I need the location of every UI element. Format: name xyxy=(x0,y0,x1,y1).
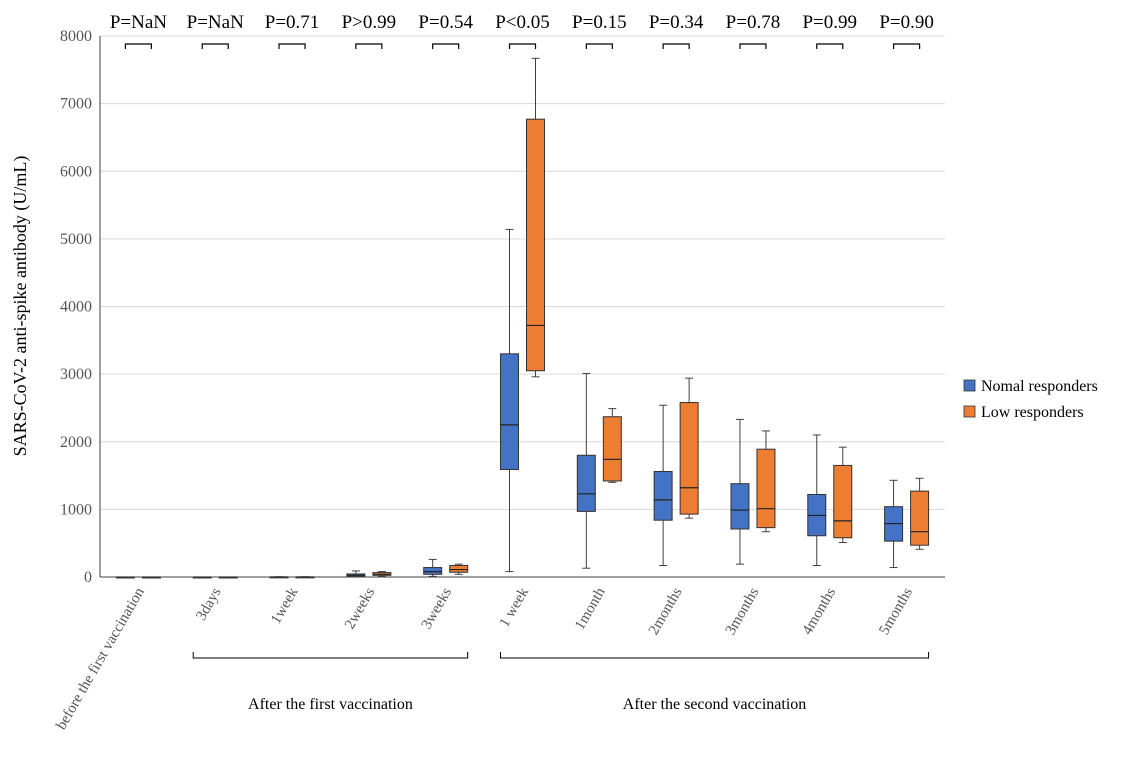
box-6 xyxy=(576,372,596,569)
p-value-label: P=0.99 xyxy=(802,12,857,33)
legend-swatch xyxy=(963,405,976,418)
series-normal-responders xyxy=(115,228,904,579)
legend-swatch xyxy=(963,379,976,392)
box-9 xyxy=(807,434,827,567)
p-value-label: P=0.71 xyxy=(265,12,320,33)
box-8 xyxy=(756,430,776,533)
p-value-label: P<0.05 xyxy=(495,12,550,33)
box-4 xyxy=(423,558,443,577)
group-label: After the second vaccination xyxy=(623,696,806,713)
x-axis: before the first vaccination 3days 1week 2w… xyxy=(53,576,945,733)
box-10 xyxy=(884,479,904,569)
box-5 xyxy=(526,57,545,378)
x-tick-label: 3weeks xyxy=(419,585,455,632)
x-tick-label: 4months xyxy=(800,585,840,638)
box-7 xyxy=(653,404,673,567)
box-iqr xyxy=(730,483,750,530)
box-iqr xyxy=(449,565,469,573)
p-value-brackets: P=NaN P=NaN P=0.71 P>0.99 P=0.54 P<0.05 P=0.15… xyxy=(110,12,934,49)
x-tick-label: 2months xyxy=(646,585,686,638)
box-iqr xyxy=(653,471,673,521)
x-tick-label: 1month xyxy=(572,585,609,633)
group-brackets: After the first vaccination After the sec… xyxy=(192,652,930,713)
p-value-bracket xyxy=(739,43,767,49)
x-tick-label: 5months xyxy=(876,585,916,638)
box-iqr xyxy=(576,454,596,512)
p-value-bracket xyxy=(892,43,921,49)
y-tick-label: 0 xyxy=(84,569,92,586)
p-value-label: P=0.78 xyxy=(726,12,781,33)
p-value-label: P>0.99 xyxy=(342,12,397,33)
box-4 xyxy=(449,563,469,575)
p-value-label: P=NaN xyxy=(187,12,244,33)
box-10 xyxy=(910,477,930,550)
x-tick-label: before the first vaccination xyxy=(53,585,148,733)
p-value-bracket xyxy=(585,43,613,49)
box-iqr xyxy=(910,490,930,546)
p-value-bracket xyxy=(432,43,460,49)
box-9 xyxy=(833,446,853,544)
series-low-responders xyxy=(141,57,930,579)
group-bracket xyxy=(500,652,930,659)
p-value-bracket xyxy=(124,43,153,49)
box-5 xyxy=(500,228,519,573)
x-tick-label: 2weeks xyxy=(342,585,378,632)
box-series xyxy=(115,57,930,579)
y-tick-label: 3000 xyxy=(60,366,92,383)
box-iqr xyxy=(526,118,545,372)
y-tick-label: 8000 xyxy=(60,28,92,45)
group-bracket xyxy=(192,652,469,659)
p-value-label: P=0.15 xyxy=(572,12,627,33)
p-value-bracket xyxy=(201,43,229,49)
box-3 xyxy=(372,571,392,577)
box-iqr xyxy=(756,448,776,529)
p-value-bracket xyxy=(508,43,537,49)
x-tick-label: 3months xyxy=(723,585,763,638)
y-tick-label: 2000 xyxy=(60,434,92,451)
p-value-bracket xyxy=(662,43,690,49)
x-tick-label: 1week xyxy=(268,585,302,627)
p-value-bracket xyxy=(816,43,844,49)
box-6 xyxy=(602,408,622,483)
box-iqr xyxy=(423,567,443,575)
legend-label: Nomal responders xyxy=(981,378,1098,395)
p-value-label: P=NaN xyxy=(110,12,167,33)
y-tick-label: 7000 xyxy=(60,96,92,113)
p-value-label: P=0.90 xyxy=(879,12,934,33)
box-iqr xyxy=(602,416,622,482)
y-tick-label: 1000 xyxy=(60,501,92,518)
x-tick-label: 1 week xyxy=(497,585,533,631)
gridlines xyxy=(100,35,945,510)
p-value-label: P=0.34 xyxy=(649,12,704,33)
p-value-label: P=0.54 xyxy=(418,12,473,33)
x-tick-label: 3days xyxy=(193,585,224,623)
box-8 xyxy=(730,418,750,565)
legend-label: Low responders xyxy=(981,404,1084,421)
y-axis: 0 1000 2000 3000 4000 5000 6000 7000 8000 xyxy=(60,28,101,586)
p-value-bracket xyxy=(278,43,306,49)
box-iqr xyxy=(679,402,699,515)
box-7 xyxy=(679,377,699,519)
y-axis-label: SARS-CoV-2 anti-spike antibody (U/mL) xyxy=(10,156,31,457)
y-tick-label: 6000 xyxy=(60,163,92,180)
box-3 xyxy=(346,570,366,578)
y-tick-label: 5000 xyxy=(60,231,92,248)
group-label: After the first vaccination xyxy=(248,696,413,713)
box-iqr xyxy=(500,353,519,470)
y-tick-label: 4000 xyxy=(60,299,92,316)
p-value-bracket xyxy=(355,43,383,49)
box-iqr xyxy=(833,464,853,539)
legend: Nomal responders Low responders xyxy=(963,378,1098,421)
